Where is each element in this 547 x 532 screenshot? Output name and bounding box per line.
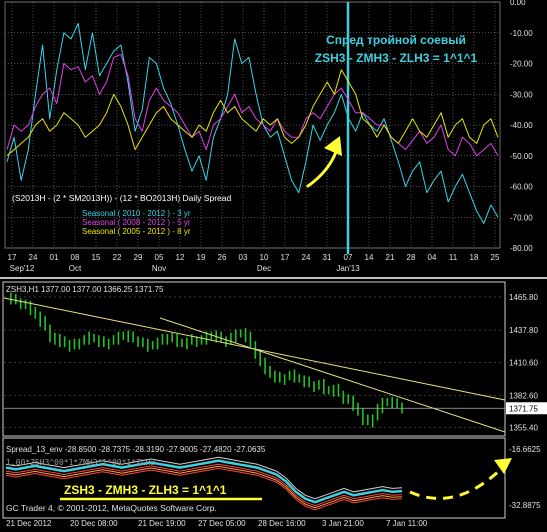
indicator-formula: 1.00*ZSH3^00*1*ZMH3^1^00*1*ZLH3 <box>6 458 155 467</box>
time-label: 20 Dec 08:00 <box>70 519 118 528</box>
time-label: 7 Jan 11:00 <box>386 519 428 528</box>
x-tick-label: 05 <box>155 253 164 262</box>
x-month-label: Jan'13 <box>336 264 360 273</box>
indicator-envelope-line <box>5 456 403 500</box>
arrow-head <box>324 136 342 156</box>
price-tick-label: 1410.60 <box>509 358 538 367</box>
x-tick-label: 31 <box>323 253 332 262</box>
forecast-arrow-head <box>494 458 512 474</box>
y-tick-label: -40.00 <box>510 121 533 130</box>
top-x-axis-months: Sep'12 Oct Nov Dec Jan'13 <box>10 264 361 273</box>
price-bars <box>10 292 403 428</box>
series-line <box>6 23 499 224</box>
time-label: 3 Jan 21:00 <box>322 519 364 528</box>
x-tick-label: 10 <box>260 253 269 262</box>
price-tick-label: 1465.80 <box>509 293 538 302</box>
top-x-axis-ticks: 17 24 01 08 15 22 29 05 12 19 26 03 10 17 24 31 07 14 21 28… <box>8 253 500 262</box>
overlay-label-bg <box>56 480 262 498</box>
y-tick-label: -30.00 <box>510 90 533 99</box>
price-tick-label: 1382.60 <box>509 391 538 400</box>
indicator-header: Spread_13_env -28.8500 -28.7375 -28.3190… <box>6 445 266 454</box>
x-tick-label: 17 <box>8 253 17 262</box>
indicator-envelope-line <box>5 465 403 509</box>
y-tick-label: -10.00 <box>510 29 533 38</box>
indicator-tick-label: -32.8875 <box>509 501 541 510</box>
y-tick-label: -20.00 <box>510 60 533 69</box>
x-tick-label: 14 <box>365 253 374 262</box>
annotation-title: Спред тройной соевый <box>326 33 466 47</box>
legend-title: (S2013H - (2 * SM2013H)) - (12 * BO2013H… <box>12 193 231 203</box>
indicator-lines <box>5 456 403 511</box>
forecast-dashed-arrow <box>409 468 502 500</box>
x-tick-label: 04 <box>428 253 437 262</box>
mt4-chart-panel: 1465.80 1437.80 1410.60 1382.60 1371.75 1355.… <box>0 277 547 532</box>
x-tick-label: 29 <box>134 253 143 262</box>
x-tick-label: 12 <box>176 253 185 262</box>
y-tick-label: -50.00 <box>510 152 533 161</box>
x-tick-label: 03 <box>239 253 248 262</box>
x-month-label: Dec <box>257 264 271 273</box>
arrow-shaft <box>306 150 338 188</box>
series-line <box>6 53 499 157</box>
price-window-frame <box>2 281 506 437</box>
indicator-window-frame <box>2 437 506 519</box>
x-tick-label: 19 <box>197 253 206 262</box>
x-tick-label: 01 <box>50 253 59 262</box>
y-tick-label: -80.00 <box>510 244 533 253</box>
top-y-axis-ticks: 0.00 -10.00 -20.00 -30.00 -40.00 -50.00 -60.00… <box>510 0 533 253</box>
legend-item: Seasonal ( 2010 - 2012 ) - 3 yr <box>82 209 191 218</box>
x-month-label: Nov <box>152 264 166 273</box>
x-tick-label: 11 <box>449 253 458 262</box>
series-line <box>6 69 499 157</box>
time-label: 27 Dec 05:00 <box>198 519 246 528</box>
indicator-tick-label: -16.6625 <box>509 445 541 454</box>
x-tick-label: 26 <box>218 253 227 262</box>
x-tick-label: 22 <box>113 253 122 262</box>
seasonal-chart-panel: 0.00 -10.00 -20.00 -30.00 -40.00 -50.00 -60.00… <box>0 0 547 276</box>
current-price-label: 1371.75 <box>509 404 538 413</box>
x-tick-label: 24 <box>302 253 311 262</box>
time-axis-labels: 21 Dec 2012 20 Dec 08:00 21 Dec 19:00 27 De… <box>6 519 428 528</box>
top-vertical-markers <box>346 2 350 254</box>
x-tick-label: 24 <box>29 253 38 262</box>
price-tick-label: 1437.80 <box>509 326 538 335</box>
price-header: ZSH3,H1 1377.00 1377.00 1366.25 1371.75 <box>6 285 164 294</box>
time-label: 21 Dec 19:00 <box>138 519 186 528</box>
x-tick-label: 25 <box>491 253 500 262</box>
x-tick-label: 17 <box>281 253 290 262</box>
x-tick-label: 07 <box>344 253 353 262</box>
time-label: 21 Dec 2012 <box>6 519 52 528</box>
x-tick-label: 15 <box>92 253 101 262</box>
legend: Seasonal ( 2010 - 2012 ) - 3 yrSeasonal … <box>82 209 191 236</box>
x-tick-label: 21 <box>386 253 395 262</box>
indicator-envelope-line <box>5 463 403 507</box>
price-axis-ticks: 1465.80 1437.80 1410.60 1382.60 1371.75 1355.… <box>506 293 547 433</box>
time-label: 28 Dec 16:00 <box>258 519 306 528</box>
overlay-label: ZSH3 - ZMH3 - ZLH3 = 1^1^1 <box>64 483 227 497</box>
indicator-axis-ticks: -16.6625 -32.8875 <box>509 445 541 510</box>
mt4-grid <box>4 296 505 428</box>
indicator-envelope-line <box>5 467 403 511</box>
legend-item: Seasonal ( 2008 - 2012 ) - 5 yr <box>82 218 191 227</box>
y-tick-label: -70.00 <box>510 213 533 222</box>
legend-item: Seasonal ( 2005 - 2012 ) - 8 yr <box>82 227 191 236</box>
copyright-text: GC Trader 4, © 2001-2012, MetaQuotes Sof… <box>6 503 217 513</box>
indicator-main-line <box>5 459 403 504</box>
y-tick-label: 0.00 <box>510 0 526 7</box>
price-tick-label: 1355.40 <box>509 424 538 433</box>
current-price-tag <box>506 402 547 415</box>
x-tick-label: 18 <box>470 253 479 262</box>
top-series-lines <box>6 23 499 224</box>
annotation-formula: ZSH3 - ZMH3 - ZLH3 = 1^1^1 <box>315 51 478 65</box>
x-tick-label: 28 <box>407 253 416 262</box>
trendlines <box>3 297 506 433</box>
x-month-label: Sep'12 <box>10 264 35 273</box>
x-tick-label: 08 <box>71 253 80 262</box>
top-panel-background <box>0 0 547 276</box>
y-tick-label: -60.00 <box>510 183 533 192</box>
trendline-lower <box>159 317 506 433</box>
x-month-label: Oct <box>69 264 82 273</box>
